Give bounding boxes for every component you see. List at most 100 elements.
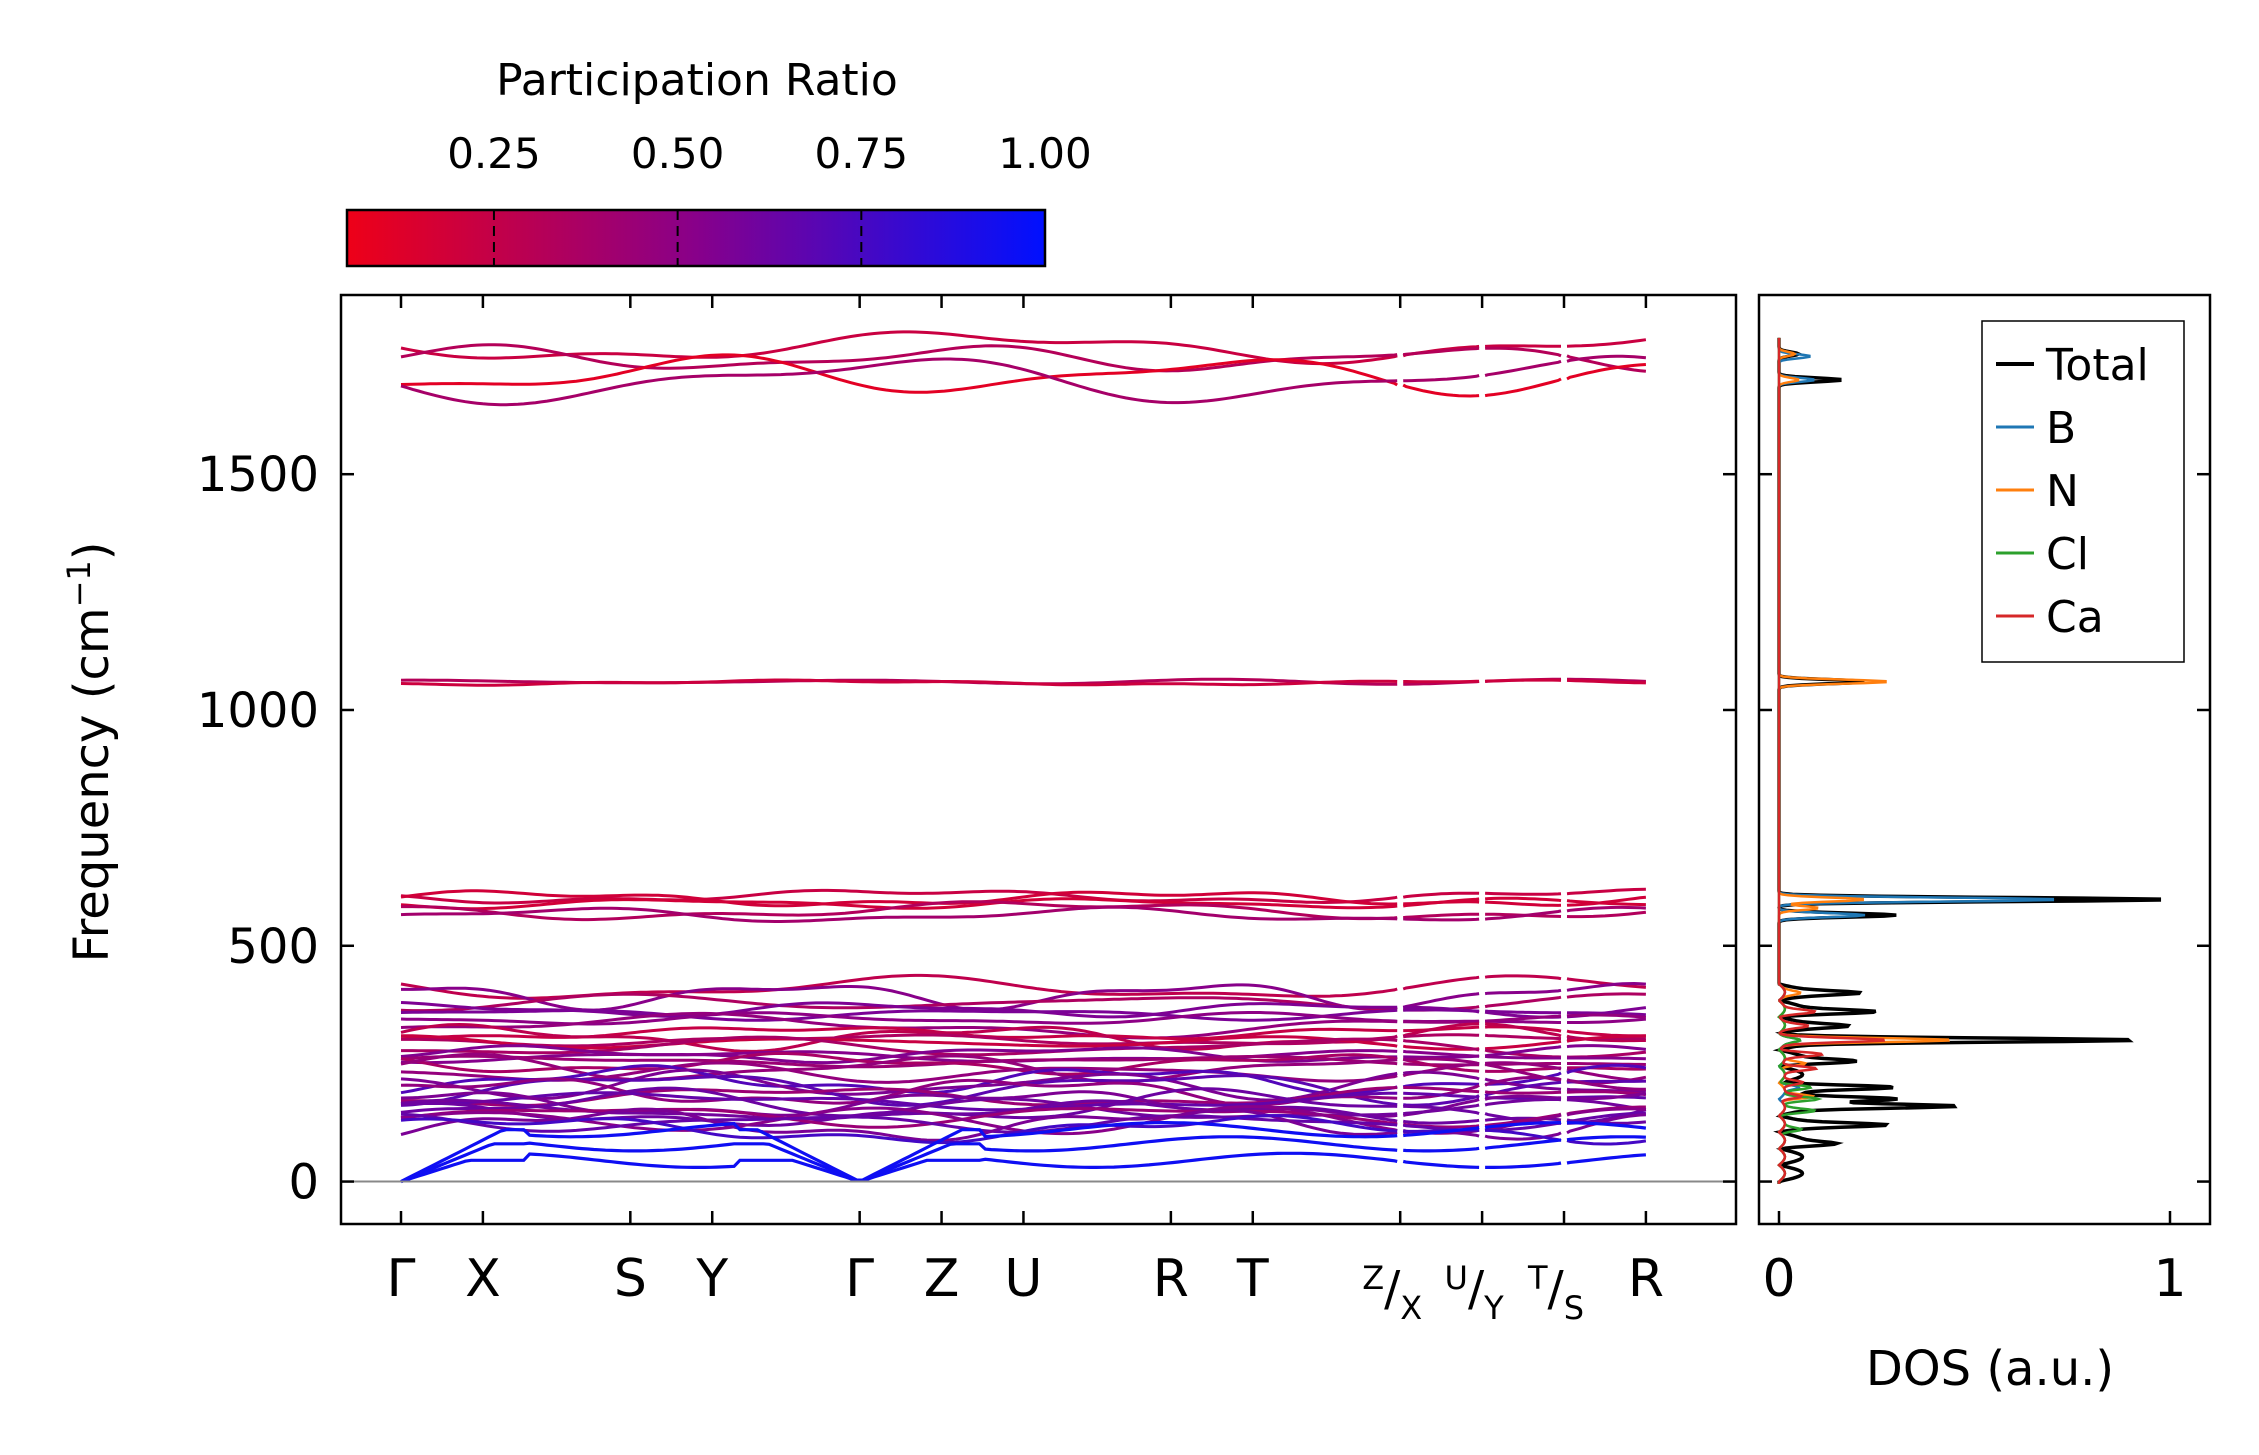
band-line [1484, 1045, 1562, 1058]
kpoint-label: S [614, 1249, 647, 1309]
band-line [1403, 1019, 1480, 1024]
band-line [400, 1114, 1398, 1145]
band-line [400, 343, 1398, 373]
band-line [400, 1091, 1398, 1112]
kpoint-label: T [1236, 1249, 1269, 1309]
band-line [1484, 896, 1562, 903]
band-line [1402, 897, 1480, 908]
kpoint-label: U [1004, 1249, 1042, 1309]
band-line [1567, 1056, 1646, 1061]
band-line [1403, 1008, 1480, 1013]
colorbar-tick-label: 0.50 [631, 129, 725, 178]
band-line [1484, 1131, 1562, 1141]
kpoint-label-composite: T/S [1527, 1259, 1584, 1327]
band-line [1566, 1111, 1646, 1124]
band-line [1402, 1118, 1480, 1125]
y-axis-ticks: 0 500 1000 1500 [197, 447, 1736, 1211]
band-line [1484, 1128, 1562, 1143]
band-line [400, 905, 1398, 923]
band-line [400, 1011, 1398, 1026]
band-line [1485, 891, 1562, 896]
band-line [1484, 1033, 1562, 1041]
band-line [1566, 678, 1646, 685]
band-line [1485, 346, 1562, 358]
acoustic-band-line [400, 1135, 1398, 1184]
kpoint-label: R [1628, 1249, 1664, 1309]
band-line [1403, 912, 1480, 920]
band-line [1402, 1070, 1480, 1081]
band-line [1484, 1098, 1562, 1107]
band-line [1485, 1071, 1562, 1086]
band-line [1566, 338, 1647, 348]
band-line [1566, 1139, 1647, 1146]
band-line [1484, 344, 1561, 348]
dos-x-axis-label: DOS (a.u.) [1866, 1341, 2114, 1397]
acoustic-band-line [1566, 1153, 1647, 1165]
band-line [1566, 1013, 1647, 1019]
acoustic-band-line [1485, 1161, 1562, 1169]
band-line [1566, 1044, 1647, 1051]
band-line [1484, 1054, 1561, 1060]
legend-entry: B [2046, 403, 2076, 454]
band-line [1566, 905, 1646, 913]
band-line [1402, 346, 1480, 357]
band-line [1484, 1009, 1561, 1015]
band-line [1566, 354, 1647, 363]
band-line [1402, 383, 1480, 398]
band-line [1566, 1034, 1646, 1043]
band-line [1402, 1103, 1480, 1116]
band-line [401, 983, 1398, 1012]
colorbar-tick-label: 1.00 [998, 129, 1092, 178]
acoustic-band-line [1402, 1159, 1480, 1169]
acoustic-band-line [1484, 1121, 1561, 1130]
acoustic-band-line [400, 1121, 1398, 1184]
legend: Total BN Cl Ca [1981, 320, 2185, 663]
band-line [1566, 899, 1646, 907]
y-tick-label: 1500 [197, 447, 319, 503]
band-line [1566, 977, 1647, 989]
band-line [1402, 891, 1480, 899]
acoustic-band-line [400, 1151, 1398, 1184]
band-line [400, 1052, 1398, 1084]
band-line [400, 330, 1398, 366]
kpoint-label: Γ [387, 1249, 416, 1309]
band-line [1566, 1107, 1646, 1117]
acoustic-band-line [1484, 1138, 1562, 1150]
dos-x-tick-label: 1 [2153, 1249, 2186, 1309]
band-line [1566, 992, 1646, 999]
band-line [1402, 1039, 1480, 1052]
band-line [1403, 1091, 1480, 1099]
band-line [1403, 374, 1480, 383]
band-line [400, 678, 1398, 687]
y-tick-label: 1000 [197, 683, 319, 739]
band-line [1567, 1017, 1647, 1024]
legend-entry: Cl [2046, 529, 2089, 580]
band-line [1566, 363, 1647, 381]
dos-curve-ca [1777, 337, 1886, 1184]
band-line [1566, 887, 1646, 896]
band-line [1484, 1014, 1562, 1023]
band-line [400, 1107, 1398, 1142]
y-tick-label: 0 [288, 1155, 319, 1211]
band-line [1566, 1063, 1647, 1075]
band-line [1402, 1022, 1480, 1038]
band-line [401, 1035, 1398, 1057]
colorbar-ticks [492, 210, 1046, 266]
kpoint-label: R [1153, 1249, 1189, 1309]
dos-curves [1772, 337, 2162, 1184]
legend-entry: Ca [2046, 592, 2104, 643]
legend-entry: Total [2045, 340, 2149, 391]
colorbar-tick-labels: 0.25 0.50 0.75 1.00 [447, 129, 1092, 178]
band-line [1402, 1057, 1480, 1073]
legend-entry: N [2046, 466, 2079, 517]
band-line [1403, 1086, 1480, 1094]
band-line [1484, 909, 1562, 921]
band-line [1484, 377, 1562, 398]
band-line [1566, 981, 1647, 992]
band-line [1484, 988, 1562, 996]
band-line [1484, 1094, 1562, 1101]
band-line [1484, 1075, 1562, 1087]
